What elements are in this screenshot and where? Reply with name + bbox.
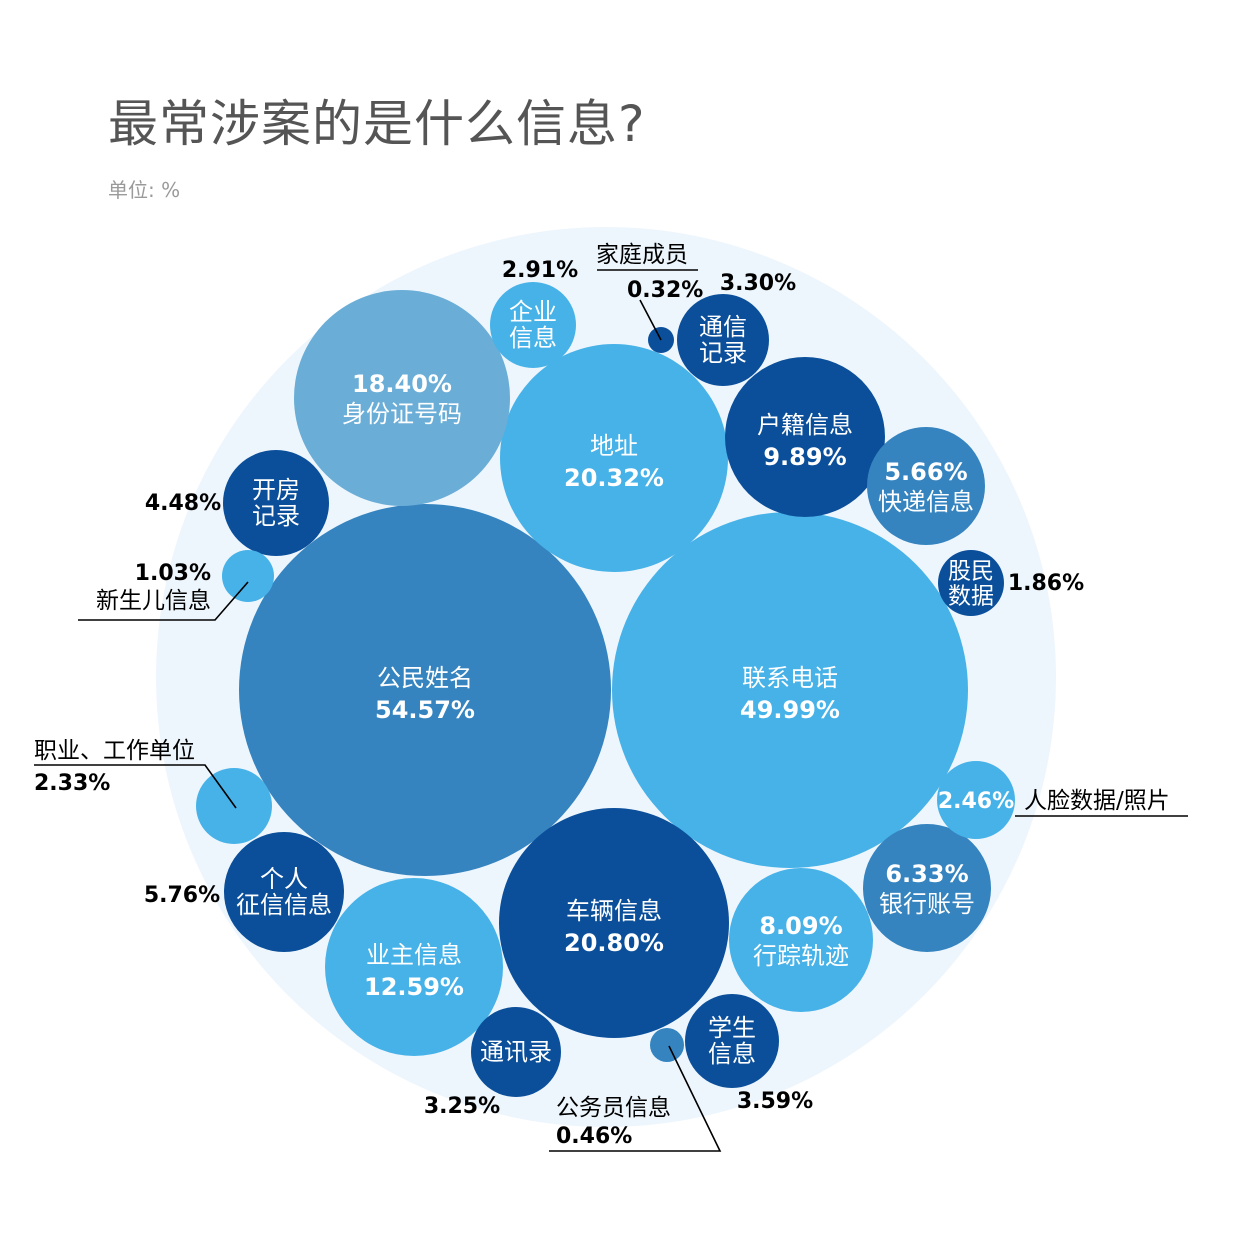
bubble-9: [863, 824, 991, 952]
bubble-7: [725, 357, 885, 517]
bubble-14: [677, 294, 769, 386]
bubble-name: 股民: [948, 559, 994, 585]
bubble-12: [223, 450, 329, 556]
bubble-value: 54.57%: [375, 696, 475, 724]
bubble-5: [294, 290, 510, 506]
bubble-value: 9.89%: [763, 443, 846, 471]
bubble-name: 身份证号码: [342, 400, 462, 428]
unit-label: 单位: %: [108, 178, 181, 202]
bubble-name: 行踪轨迹: [753, 942, 849, 970]
bubble-value: 2.46%: [938, 789, 1014, 814]
bubble-value: 6.33%: [885, 860, 968, 888]
bubble-name: 学生: [708, 1014, 756, 1042]
bubble-value: 8.09%: [759, 912, 842, 940]
bubble-16: [490, 282, 576, 368]
bubble-2: [612, 512, 968, 868]
bubble-15: [471, 1007, 561, 1097]
bubble-name: 联系电话: [742, 664, 838, 692]
bubble-name: 银行账号: [879, 890, 975, 918]
bubble-value: 5.66%: [884, 458, 967, 486]
bubble-8: [729, 868, 873, 1012]
bubble-value-outside: 1.86%: [1008, 571, 1084, 596]
bubble-name: 通信: [699, 313, 747, 341]
bubble-value-outside: 1.03%: [135, 561, 211, 586]
bubble-value-outside: 3.25%: [424, 1094, 500, 1119]
bubble-name: 记录: [699, 339, 747, 367]
leader-line-occupation: [34, 764, 237, 809]
chart-title: 最常涉案的是什么信息?: [108, 95, 646, 153]
bubble-value: 18.40%: [352, 370, 452, 398]
bubble-name-outside: 新生儿信息: [96, 588, 211, 614]
leader-line-civil: [549, 1045, 722, 1152]
bubble-value-outside: 0.32%: [627, 278, 703, 303]
bubble-name: 征信信息: [236, 891, 332, 919]
bubble-value-outside: 2.33%: [34, 771, 110, 796]
bubble-13: [685, 994, 779, 1088]
bubble-value: 12.59%: [364, 973, 464, 1001]
bubble-name: 车辆信息: [566, 897, 662, 925]
bubble-name: 个人: [260, 865, 308, 893]
bubble-name-outside: 职业、工作单位: [34, 738, 195, 764]
bubble-20: [222, 550, 274, 602]
bubble-name: 通讯录: [480, 1038, 552, 1066]
bubble-name: 业主信息: [366, 941, 462, 969]
bubble-name: 记录: [252, 502, 300, 530]
bubble-21: [650, 1028, 684, 1062]
bubble-name-outside: 家庭成员: [596, 242, 688, 268]
bubble-name: 信息: [708, 1040, 756, 1068]
bubble-name: 公民姓名: [377, 664, 473, 692]
bubble-value-outside: 3.59%: [737, 1089, 813, 1114]
bubble-name: 快递信息: [878, 488, 974, 516]
bubble-name: 数据: [948, 584, 994, 610]
bubble-value-outside: 2.91%: [502, 258, 578, 283]
bubble-name: 信息: [509, 324, 557, 352]
bubble-value: 49.99%: [740, 696, 840, 724]
leader-line-family: [639, 299, 662, 341]
bubble-value-outside: 4.48%: [145, 491, 221, 516]
leader-line-newborn: [78, 581, 249, 621]
bubble-11: [867, 427, 985, 545]
bubble-name: 地址: [590, 432, 638, 460]
bubble-name: 企业: [509, 298, 557, 326]
bubble-4: [500, 344, 728, 572]
bubble-value-outside: 0.46%: [556, 1124, 632, 1149]
bubble-3: [499, 808, 729, 1038]
bubble-17: [937, 761, 1015, 839]
bubble-name: 开房: [252, 476, 300, 504]
bubble-name: 户籍信息: [757, 411, 853, 439]
bubble-value-outside: 3.30%: [720, 271, 796, 296]
bubble-6: [325, 878, 503, 1056]
bubble-10: [224, 832, 344, 952]
bubble-value-outside: 5.76%: [144, 883, 220, 908]
bubble-value: 20.80%: [564, 929, 664, 957]
bubble-name-outside: 人脸数据/照片: [1024, 788, 1170, 814]
bubble-19: [938, 550, 1004, 616]
bubble-name-outside: 公务员信息: [556, 1095, 671, 1121]
bubble-value: 20.32%: [564, 464, 664, 492]
bubble-1: [239, 504, 611, 876]
